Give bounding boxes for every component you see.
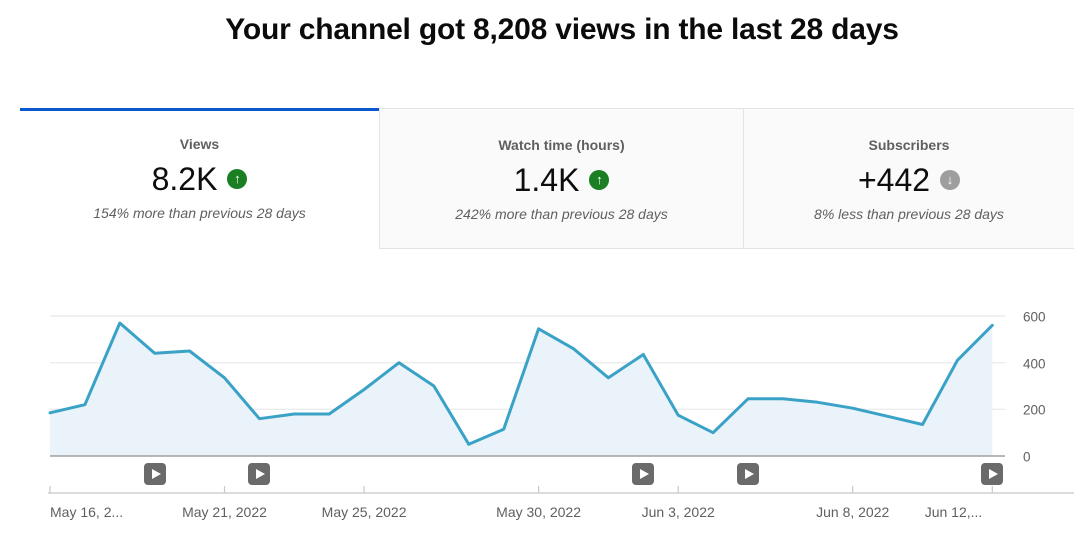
video-published-marker[interactable] xyxy=(143,463,166,485)
play-icon xyxy=(640,469,650,479)
watch-time-value: 1.4K xyxy=(513,161,580,198)
y-tick-label: 400 xyxy=(1023,356,1046,372)
views-delta-text: 154% more than previous 28 days xyxy=(93,205,306,221)
play-icon xyxy=(151,469,161,479)
tab-subscribers-label: Subscribers xyxy=(868,137,950,153)
play-icon xyxy=(256,469,266,479)
video-published-marker[interactable] xyxy=(632,463,655,485)
play-icon xyxy=(745,469,754,479)
axis-ticks xyxy=(49,486,993,493)
y-tick-label: 0 xyxy=(1023,449,1031,465)
watch-time-delta-text: 242% more than previous 28 days xyxy=(455,206,668,222)
data-line xyxy=(48,321,994,446)
y-tick-label: 200 xyxy=(1023,402,1046,418)
video-published-marker[interactable] xyxy=(737,463,759,485)
x-tick-label: Jun 8, 2022 xyxy=(816,504,890,520)
views-line-chart[interactable]: 0 200 400 600 May 16, 2... May 21, 2022 May 2… xyxy=(0,249,1074,544)
views-value: 8.2K xyxy=(151,160,218,197)
x-tick-label: May 16, 2... xyxy=(50,504,124,520)
area-fill xyxy=(50,323,993,456)
x-tick-label: May 30, 2022 xyxy=(496,504,582,520)
video-published-marker[interactable] xyxy=(248,463,271,485)
tab-watch-time-label: Watch time (hours) xyxy=(498,137,625,153)
chart-canvas xyxy=(48,315,1074,494)
subscribers-value: +442 xyxy=(857,161,931,198)
subscribers-delta-text: 8% less than previous 28 days xyxy=(814,206,1004,222)
y-tick-label: 600 xyxy=(1023,309,1046,325)
tab-views[interactable]: Views 8.2K ↑ 154% more than previous 28 … xyxy=(20,108,379,249)
x-tick-label: May 21, 2022 xyxy=(182,504,267,520)
tab-views-label: Views xyxy=(179,136,220,152)
x-tick-label: Jun 12,... xyxy=(924,504,983,520)
metric-tabs: Views 8.2K ↑ 154% more than previous 28 … xyxy=(20,108,1074,249)
tab-watch-time[interactable]: Watch time (hours) 1.4K ↑ 242% more than… xyxy=(379,108,743,249)
tab-subscribers[interactable]: Subscribers +442 ↓ 8% less than previous… xyxy=(743,108,1074,249)
x-tick-label: May 25, 2022 xyxy=(321,504,407,520)
x-tick-label: Jun 3, 2022 xyxy=(641,504,715,520)
trend-up-icon: ↑ xyxy=(589,170,610,190)
video-published-marker[interactable] xyxy=(981,463,1004,485)
play-icon xyxy=(989,469,999,479)
trend-down-icon: ↓ xyxy=(940,170,961,190)
page-title: Your channel got 8,208 views in the last… xyxy=(225,13,899,46)
trend-up-icon: ↑ xyxy=(227,169,248,189)
